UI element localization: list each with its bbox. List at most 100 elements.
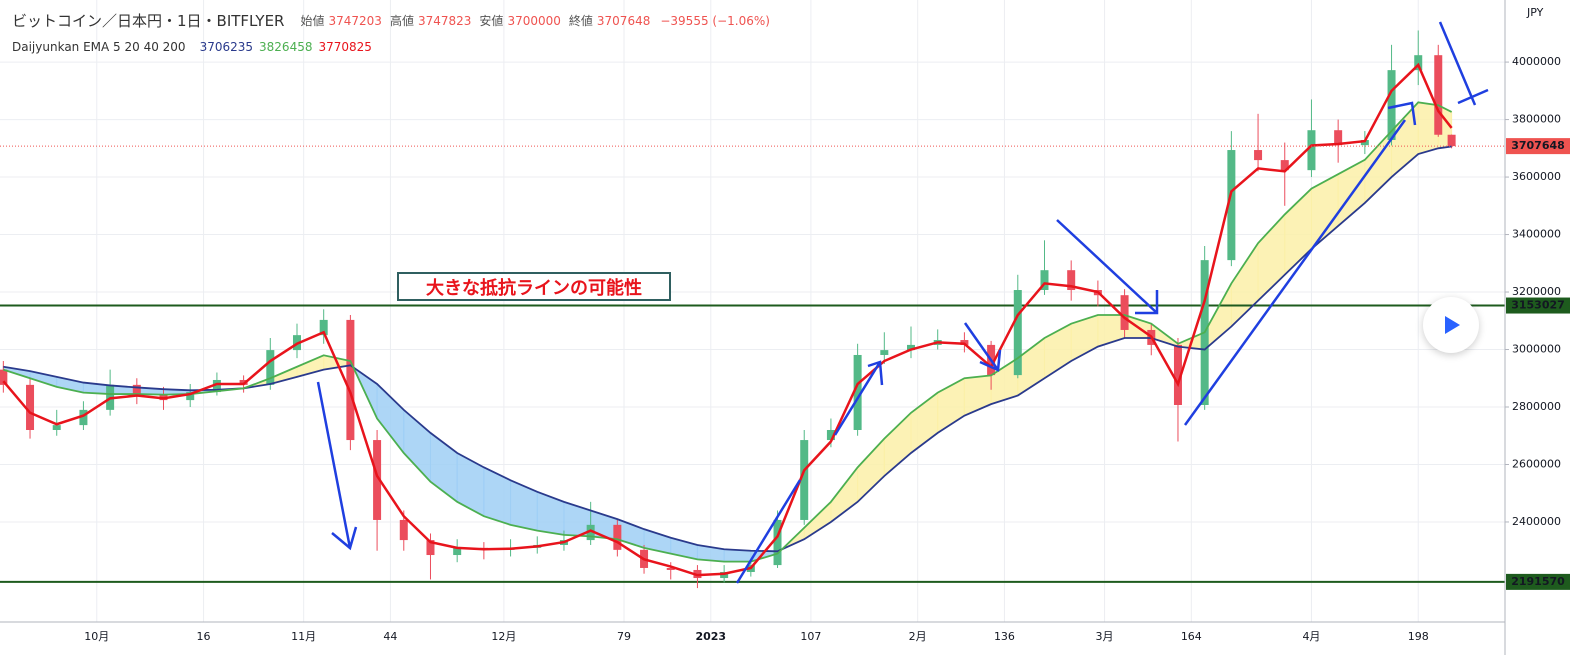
candle-body: [426, 540, 435, 556]
ohlc-value: 3700000: [507, 13, 561, 28]
arrow: [316, 381, 358, 551]
candle-body: [1447, 134, 1456, 147]
x-tick-label: 10月: [84, 630, 109, 643]
candle-body: [212, 379, 221, 393]
candle-body: [1254, 150, 1263, 161]
ohlc-label: 終値: [568, 14, 593, 28]
arrow: [833, 360, 884, 436]
x-tick-label: 2月: [909, 630, 927, 643]
ohlc-label: 始値: [300, 14, 325, 28]
price-label-bg: [1506, 138, 1570, 155]
ema-cloud: [803, 500, 832, 541]
y-tick-label: 2400000: [1512, 515, 1561, 528]
indicator-legend: Daijyunkan EMA 5 20 40 200 3706235 382645…: [12, 40, 372, 54]
ohlc: 始値 3747203 高値 3747823 安値 3700000 終値 3707648: [300, 10, 654, 31]
ema-cloud: [857, 437, 885, 504]
candle-body: [800, 440, 809, 520]
y-tick-label: 3000000: [1512, 343, 1561, 356]
arrow: [1183, 119, 1407, 426]
candle-body: [1013, 290, 1022, 376]
grid: [0, 0, 1505, 622]
price-label-bg: [1506, 297, 1570, 314]
candle-body: [1067, 270, 1076, 291]
ohlc-label: 高値: [389, 14, 414, 28]
candle-body: [960, 340, 969, 345]
candle-body: [1120, 295, 1129, 330]
indicator-name: Daijyunkan EMA 5 20 40 200: [12, 40, 186, 54]
x-tick-label: 107: [800, 630, 821, 643]
price-label: 3153027: [1511, 299, 1565, 312]
x-tick-label: 79: [617, 630, 631, 643]
ema-cloud: [510, 479, 538, 532]
candle-body: [880, 350, 889, 355]
ohlc-value: 3747203: [328, 13, 382, 28]
candle-body: [1307, 130, 1316, 171]
ohlc-value: 3747823: [417, 13, 472, 28]
price-label: 2191570: [1511, 575, 1565, 588]
x-tick-label: 16: [197, 630, 211, 643]
candle-body: [319, 319, 328, 336]
candle-body: [826, 429, 835, 441]
x-tick-label: 11月: [291, 630, 316, 643]
candle-body: [666, 567, 675, 570]
axis-unit: JPY: [1526, 6, 1544, 19]
candle-body: [853, 354, 862, 430]
symbol-title: ビットコイン／日本円・1日・BITFLYER: [12, 12, 285, 30]
arrow: [735, 479, 802, 584]
price-label: 3707648: [1511, 139, 1565, 152]
indicator-values: 3706235 3826458 3770825: [200, 40, 372, 54]
price-label-bg: [1506, 573, 1570, 590]
x-tick-label: 44: [383, 630, 397, 643]
x-tick-label: 3月: [1096, 630, 1114, 643]
candle-body: [0, 369, 8, 385]
y-tick-label: 2600000: [1512, 457, 1561, 470]
candle-body: [613, 524, 622, 550]
candle-body: [1414, 55, 1423, 71]
x-tick-label: 164: [1181, 630, 1202, 643]
candle-body: [79, 409, 88, 426]
x-tick-label: 198: [1408, 630, 1429, 643]
candle-body: [132, 384, 141, 395]
annotation: 大きな抵抗ラインの可能性: [397, 272, 671, 301]
ema-cloud: [1204, 283, 1232, 351]
drawn-arrows: [316, 21, 1489, 584]
y-tick-label: 3200000: [1512, 285, 1561, 298]
candle-body: [586, 524, 595, 541]
ema-line: [3, 101, 1453, 563]
y-tick-label: 3800000: [1512, 113, 1561, 126]
play-button[interactable]: [1423, 297, 1479, 353]
candle-body: [1040, 270, 1049, 291]
plot: [0, 30, 1505, 589]
candle-body: [399, 519, 408, 541]
candle-body: [52, 425, 61, 430]
y-tick-label: 3600000: [1512, 170, 1561, 183]
symbol-legend: ビットコイン／日本円・1日・BITFLYER 始値 3747203 高値 374782…: [12, 10, 770, 31]
candle-body: [773, 519, 782, 566]
candle-body: [1387, 70, 1396, 140]
y-tick-label: 3400000: [1512, 228, 1561, 241]
ema-cloud: [1364, 129, 1393, 205]
arrow: [1056, 219, 1159, 315]
candle-body: [1334, 130, 1343, 146]
indicator-value: 3706235: [199, 40, 254, 54]
ohlc-label: 安値: [479, 14, 504, 28]
candle-body: [720, 571, 729, 579]
y-tick-label: 2800000: [1512, 400, 1561, 413]
ohlc-value: 3707648: [596, 13, 651, 28]
candle-body: [346, 319, 355, 441]
candle-body: [1434, 55, 1443, 135]
arrow: [1387, 101, 1417, 126]
candle-body: [453, 547, 462, 556]
candle-body: [1173, 344, 1182, 405]
ema-cloud: [830, 465, 859, 523]
candle-body: [373, 440, 382, 520]
candle-body: [907, 344, 916, 351]
indicator-value: 3826458: [259, 40, 313, 54]
x-tick-label: 4月: [1302, 630, 1320, 643]
arrow: [1438, 21, 1489, 106]
indicator-value: 3770825: [318, 40, 372, 54]
y-tick-label: 4000000: [1512, 55, 1561, 68]
